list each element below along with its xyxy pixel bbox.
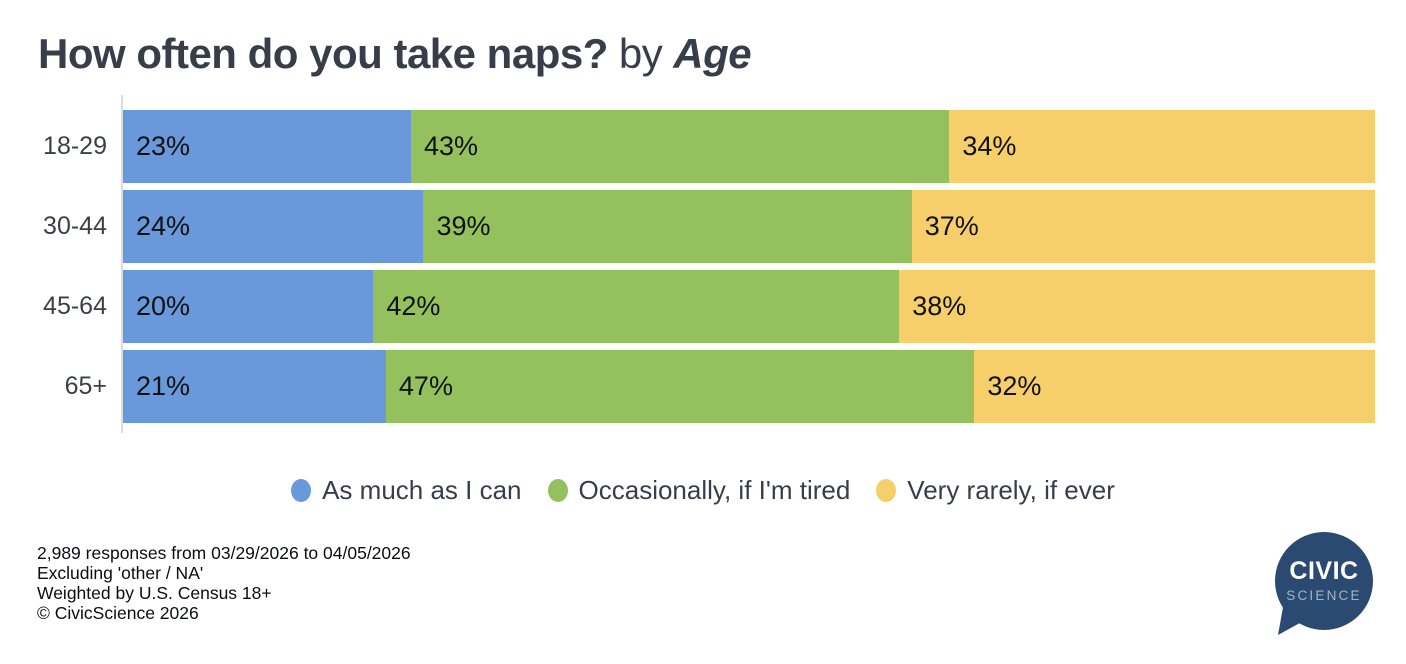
value-label: 34% (962, 131, 1017, 161)
stacked-bar: 20% 42% 38% (123, 270, 1375, 343)
value-label: 32% (987, 371, 1042, 401)
logo-speech-bubble: CIVIC SCIENCE (1275, 532, 1373, 630)
value-label: 24% (136, 211, 191, 241)
bar-segment: 42% (373, 270, 900, 343)
legend-dot-icon (547, 479, 568, 502)
legend-item: As much as I can (291, 475, 522, 506)
value-label: 43% (423, 131, 478, 161)
footer-copyright: © CivicScience 2026 (37, 603, 199, 623)
stacked-bar: 23% 43% 34% (123, 110, 1375, 183)
category-label: 30-44 (43, 212, 107, 240)
bar-chart-rows: 18-29 23% 43% 34% 30-44 24% 39% 37% 45-64 20% 42% 3… (0, 110, 1406, 423)
value-label: 20% (136, 291, 191, 321)
bar-segment: 20% (123, 270, 374, 343)
bar-segment: 38% (899, 270, 1375, 343)
legend-item: Occasionally, if I'm tired (547, 475, 851, 506)
chart-row: 65+ 21% 47% 32% (0, 350, 1406, 423)
footer-responses: 2,989 responses from 03/29/2026 to 04/05… (37, 543, 411, 563)
footer-weighting: Weighted by U.S. Census 18+ (37, 583, 272, 603)
bar-segment: 39% (423, 190, 912, 263)
civicscience-logo: CIVIC SCIENCE (1274, 532, 1374, 635)
bar-segment: 23% (123, 110, 411, 183)
legend-label: Very rarely, if ever (907, 475, 1115, 505)
title-by: by (618, 30, 663, 77)
value-label: 23% (136, 131, 191, 161)
legend: As much as I can Occasionally, if I'm tir… (0, 475, 1406, 506)
value-label: 21% (136, 371, 191, 401)
legend-item: Very rarely, if ever (876, 475, 1115, 506)
chart-title: How often do you take naps? by Age (38, 30, 752, 78)
legend-dot-icon (876, 479, 897, 502)
value-label: 37% (924, 211, 979, 241)
title-group: Age (673, 30, 752, 77)
legend-label: As much as I can (322, 475, 522, 505)
value-label: 38% (912, 291, 967, 321)
legend-label: Occasionally, if I'm tired (578, 475, 851, 505)
footer-excluding: Excluding 'other / NA' (37, 563, 204, 583)
value-label: 47% (398, 371, 453, 401)
bar-segment: 37% (911, 190, 1375, 263)
bar-segment: 24% (123, 190, 424, 263)
chart-row: 18-29 23% 43% 34% (0, 110, 1406, 183)
category-label: 18-29 (43, 132, 107, 160)
bar-segment: 47% (385, 350, 975, 423)
category-label: 65+ (64, 372, 107, 400)
value-label: 39% (436, 211, 491, 241)
bar-segment: 21% (123, 350, 386, 423)
logo-text-civic: CIVIC (1289, 557, 1359, 586)
stacked-bar: 21% 47% 32% (123, 350, 1375, 423)
legend-dot-icon (291, 479, 312, 502)
footer-notes: 2,989 responses from 03/29/2026 to 04/05… (37, 543, 411, 623)
bar-chart: 18-29 23% 43% 34% 30-44 24% 39% 37% 45-64 20% 42% 3… (0, 95, 1406, 433)
stacked-bar: 24% 39% 37% (123, 190, 1375, 263)
title-question: How often do you take naps? (38, 30, 608, 77)
chart-row: 45-64 20% 42% 38% (0, 270, 1406, 343)
logo-text-science: SCIENCE (1286, 588, 1362, 604)
bar-segment: 43% (410, 110, 950, 183)
value-label: 42% (386, 291, 441, 321)
chart-row: 30-44 24% 39% 37% (0, 190, 1406, 263)
bar-segment: 32% (974, 350, 1375, 423)
y-axis-line (121, 95, 123, 433)
category-label: 45-64 (43, 292, 107, 320)
bar-segment: 34% (949, 110, 1375, 183)
